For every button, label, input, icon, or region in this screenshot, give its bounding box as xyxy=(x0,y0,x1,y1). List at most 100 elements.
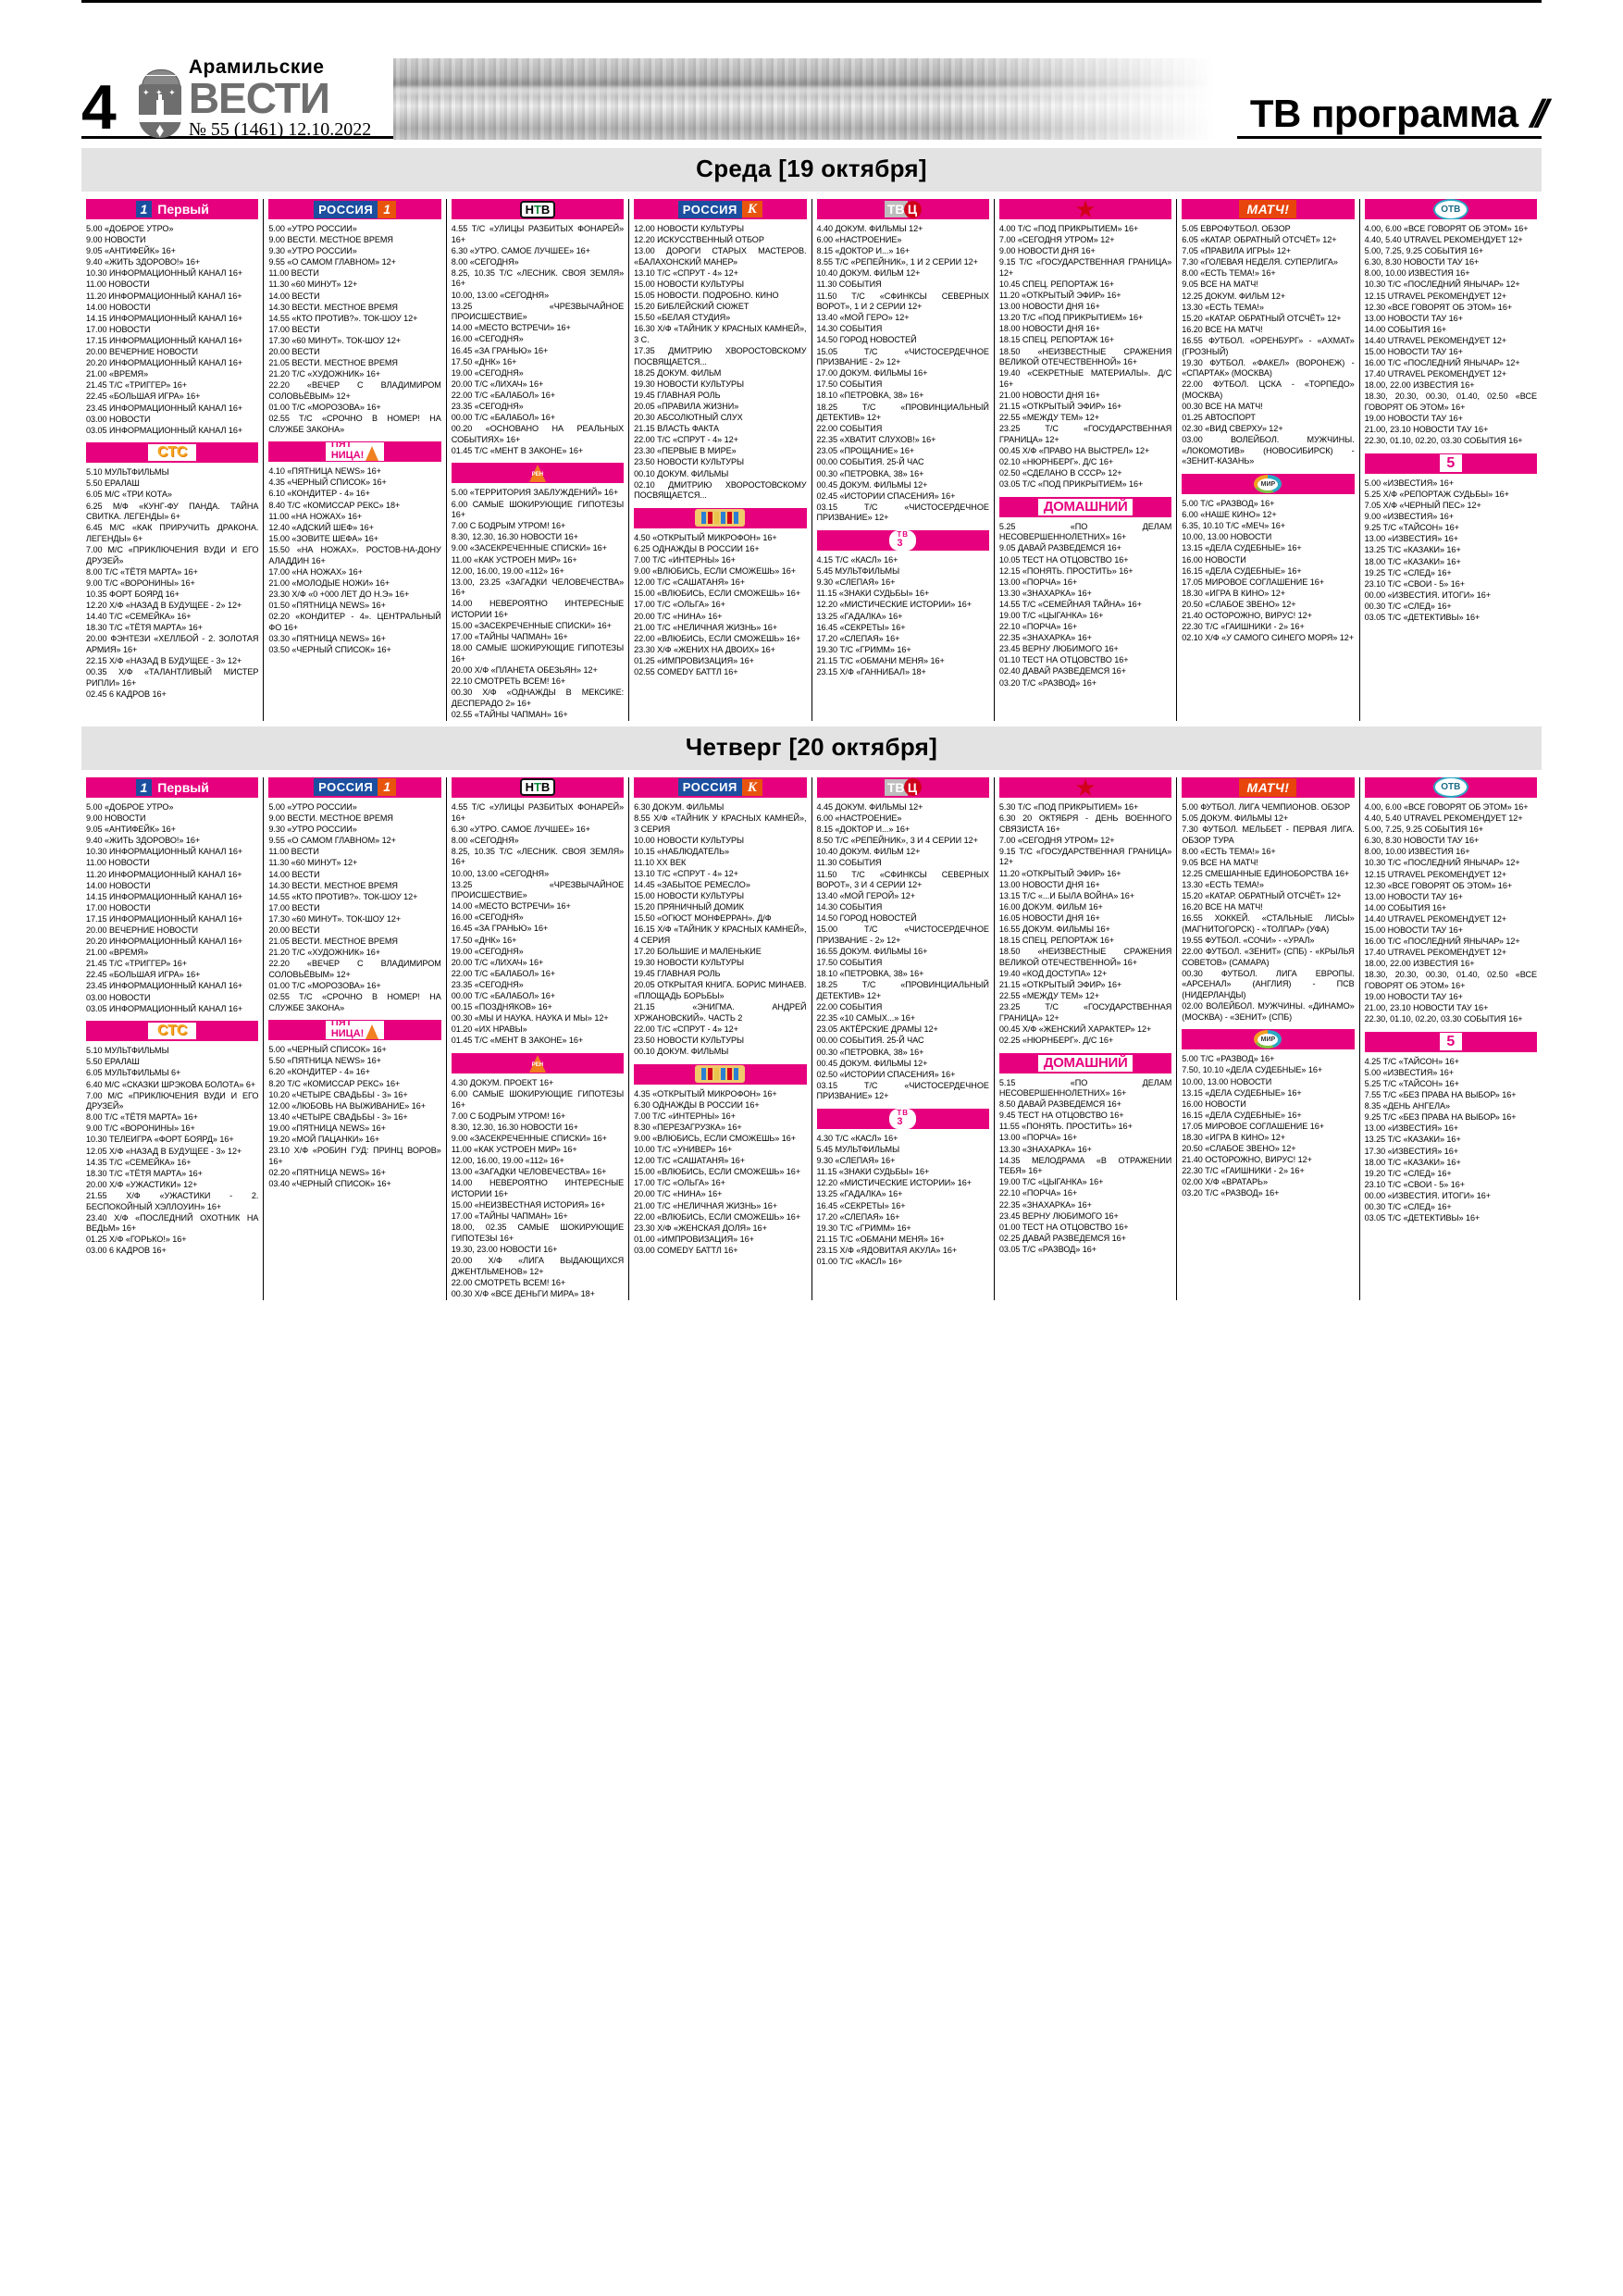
program-entry: 14.35 МЕЛОДРАМА «В ОТРАЖЕНИИ ТЕБЯ» 16+ xyxy=(998,1155,1172,1176)
program-entry: 17.00 «НА НОЖАХ» 16+ xyxy=(268,566,363,577)
program-entry: 12.20 «МИСТИЧЕСКИЕ ИСТОРИИ» 16+ xyxy=(816,600,973,610)
program-entry: 17.05 МИРОВОЕ СОГЛАШЕНИЕ 16+ xyxy=(1182,577,1325,587)
program-entry: 14.15 ИНФОРМАЦИОННЫЙ КАНАЛ 16+ xyxy=(86,891,243,901)
channel-logo-tv3: ТВ 3 xyxy=(816,1108,989,1129)
channel-logo-tv3: ТВ 3 xyxy=(816,530,989,552)
program-entry: 9.25 Т/С «БЕЗ ПРАВА НА ВЫБОР» 16+ xyxy=(1364,1112,1517,1123)
program-entry: 12.00 НОВОСТИ КУЛЬТУРЫ xyxy=(634,224,745,233)
channel-logo-ren xyxy=(451,463,625,484)
program-entry: 6.30 ОДНАЖДЫ В РОССИИ 16+ xyxy=(634,1099,760,1110)
program-entry: 18.25 Т/С «ПРОВИНЦИАЛЬНЫЙ ДЕТЕКТИВ» 12+ xyxy=(816,402,989,423)
program-entry: 5.00 «УТРО РОССИИ» xyxy=(268,224,357,233)
program-entry: 6.05 М/С «ТРИ КОТА» xyxy=(86,490,172,500)
program-entry: 6.30 «УТРО. САМОЕ ЛУЧШЕЕ» 16+ xyxy=(451,824,590,834)
program-entry: 01.00 Т/С «МОРОЗОВА» 16+ xyxy=(268,980,381,990)
program-entry: 6.10 «КОНДИТЕР - 4» 16+ xyxy=(268,489,370,499)
program-entry: 16.55 ФУТБОЛ. «ОРЕНБУРГ» - «АХМАТ» (ГРОЗ… xyxy=(1182,335,1355,356)
program-entry: 22.10 «ПОРЧА» 16+ xyxy=(998,622,1078,632)
schedule-grid-wednesday: 1 Первый 5.00 «ДОБРОЕ УТРО» 9.00 НОВОСТИ 9.… xyxy=(81,199,1542,721)
program-list-tv3: 4.15 Т/С «КАСЛ» 16+ 5.45 МУЛЬТФИЛЬМЫ 9.30 … xyxy=(817,555,989,678)
program-entry: 20.00 Т/С «НИНА» 16+ xyxy=(634,1189,723,1199)
program-list-tvc: 4.45 ДОКУМ. ФИЛЬМЫ 12+ 6.00 «НАСТРОЕНИЕ» 8… xyxy=(817,802,989,1102)
program-entry: 11.00 НОВОСТИ xyxy=(86,279,150,290)
program-entry: 20.00 Т/С «НИНА» 16+ xyxy=(634,611,723,621)
column-pervyi-sts: 1 Первый 5.00 «ДОБРОЕ УТРО» 9.00 НОВОСТИ 9.… xyxy=(81,199,265,721)
channel-name-pervyi: Первый xyxy=(157,202,209,217)
program-entry: 11.55 «ПОНЯТЬ. ПРОСТИТЬ» 16+ xyxy=(998,1122,1133,1132)
program-entry: 01.00 Т/С «КАСЛ» 16+ xyxy=(816,1257,903,1266)
program-entry: 12.20 Х/Ф «НАЗАД В БУДУЩЕЕ - 2» 12+ xyxy=(86,600,242,610)
program-entry: 13.00 «ИЗВЕСТИЯ» 16+ xyxy=(1364,534,1459,544)
program-entry: 12.20 «МИСТИЧЕСКИЕ ИСТОРИИ» 16+ xyxy=(816,1178,973,1188)
program-entry: 18.30 «ИГРА В КИНО» 12+ xyxy=(1182,588,1286,598)
column-zvezda-domashniy: ★ 4.00 Т/С «ПОД ПРИКРЫТИЕМ» 16+ 7.00 «СЕГ… xyxy=(995,199,1178,721)
program-entry: 19.20 Т/С «СЛЕД» 16+ xyxy=(1364,1168,1452,1178)
program-entry: 12.00 Т/С «САШАТАНЯ» 16+ xyxy=(634,1156,746,1166)
program-entry: 02.20 «ПЯТНИЦА NEWS» 16+ xyxy=(268,1167,386,1177)
program-entry: 9.05 ВСЕ НА МАТЧ! xyxy=(1182,279,1258,290)
program-entry: 01.20 «ИХ НРАВЫ» xyxy=(451,1024,527,1035)
program-entry: 19.00 «СЕГОДНЯ» xyxy=(451,946,524,956)
program-entry: 17.00 ДОКУМ. ФИЛЬМЫ 16+ xyxy=(816,368,928,379)
column-russia1-pyatnica: РОССИЯ 1 5.00 «УТРО РОССИИ» 9.00 ВЕСТИ. МЕ… xyxy=(264,199,447,721)
program-entry: 14.30 ВЕСТИ. МЕСТНОЕ ВРЕМЯ xyxy=(268,880,398,890)
program-entry: 8.15 «ДОКТОР И...» 16+ xyxy=(816,246,911,256)
program-entry: 13.30 «ЕСТЬ ТЕМА!» xyxy=(1182,302,1264,312)
program-entry: 4.40, 5.40 UTRAVEL РЕКОМЕНДУЕТ 12+ xyxy=(1364,235,1523,245)
channel-logo-tvc: ТВ Ц xyxy=(816,199,989,219)
program-entry: 19.20 «МОЙ ПАЦАНКИ» 16+ xyxy=(268,1134,380,1144)
program-entry: 18.10 «ПЕТРОВКА, 38» 16+ xyxy=(816,969,924,979)
program-entry: 02.10 Х/Ф «У САМОГО СИНЕГО МОРЯ» 12+ xyxy=(1182,633,1355,643)
program-entry: 9.40 «ЖИТЬ ЗДОРОВО!» 16+ xyxy=(86,836,201,846)
program-entry: 18.25 Т/С «ПРОВИНЦИАЛЬНЫЙ ДЕТЕКТИВ» 12+ xyxy=(816,980,989,1001)
program-entry: 00.45 ДОКУМ. ФИЛЬМЫ 12+ xyxy=(816,479,928,490)
program-entry: 23.45 ВЕРНУ ЛЮБИМОГО 16+ xyxy=(998,1210,1119,1221)
program-entry: 4.10 «ПЯТНИЦА NEWS» 16+ xyxy=(268,466,381,477)
program-entry: 23.30 Х/Ф «ЖЕНСКАЯ ДОЛЯ» 16+ xyxy=(634,1222,767,1233)
program-entry: 5.00, 7.25, 9.25 СОБЫТИЯ 16+ xyxy=(1364,246,1484,256)
program-entry: 20.20 ИНФОРМАЦИОННЫЙ КАНАЛ 16+ xyxy=(86,358,243,368)
program-entry: 7.00 Т/С «ИНТЕРНЫ» 16+ xyxy=(634,555,736,565)
program-list-russiak: 6.30 ДОКУМ. ФИЛЬМЫ 8.55 Х/Ф «ТАЙНИК У КРА… xyxy=(634,802,806,1058)
program-entry: 03.20 Т/С «РАЗВОД» 16+ xyxy=(998,677,1097,688)
program-entry: 20.05 ОТКРЫТАЯ КНИГА. БОРИС МИНАЕВ. «ПЛО… xyxy=(634,980,807,1001)
program-entry: 9.00 НОВОСТИ xyxy=(86,235,146,245)
program-entry: 7.00 Т/С «ИНТЕРНЫ» 16+ xyxy=(634,1111,736,1121)
issue-line: № 55 (1461) 12.10.2022 xyxy=(188,119,372,140)
program-entry: 12.05 Х/Ф «НАЗАД В БУДУЩЕЕ - 3» 12+ xyxy=(86,1146,242,1156)
program-entry: 18.30 «ИГРА В КИНО» 12+ xyxy=(1182,1132,1286,1142)
program-entry: 9.00 Т/С «ВОРОНИНЫ» 16+ xyxy=(86,1123,195,1134)
program-entry: 22.00 Т/С «СПРУТ - 4» 12+ xyxy=(634,1024,738,1034)
channel-name-mir: МИР xyxy=(1258,1033,1279,1046)
channel-name-pervyi: Первый xyxy=(157,779,209,795)
program-entry: 6.05 МУЛЬТФИЛЬМЫ 6+ xyxy=(86,1068,181,1078)
program-entry: 02.25 ДАВАЙ РАЗВЕДЕМСЯ 16+ xyxy=(998,1233,1126,1243)
program-entry: 14.45 «ЗАБЫТОЕ РЕМЕСЛО» xyxy=(634,880,750,890)
channel-logo-pervyi: 1 Первый xyxy=(86,776,259,798)
program-entry: 10.40 ДОКУМ. ФИЛЬМ 12+ xyxy=(816,847,921,857)
program-entry: 00.30 «ПЕТРОВКА, 38» 16+ xyxy=(816,1047,924,1057)
program-entry: 8.50 Т/С «РЕПЕЙНИК», 3 И 4 СЕРИИ 12+ xyxy=(816,836,978,846)
program-entry: 15.00 НОВОСТИ КУЛЬТУРЫ xyxy=(634,279,745,289)
channel-logo-sts: СТС xyxy=(86,442,259,464)
program-entry: 01.25 Х/Ф «ГОРЬКО!» 16+ xyxy=(86,1235,187,1245)
program-entry: 01.25 АВТОСПОРТ xyxy=(1182,413,1256,423)
program-entry: 03.05 ИНФОРМАЦИОННЫЙ КАНАЛ 16+ xyxy=(86,1003,243,1013)
program-entry: 01.25 «ИМПРОВИЗАЦИЯ» 16+ xyxy=(634,655,754,665)
column-tvc-tv3-thu: ТВ Ц 4.45 ДОКУМ. ФИЛЬМЫ 12+ 6.00 «НАСТРОЕН… xyxy=(812,776,995,1300)
program-entry: 13.00 НОВОСТИ ТАУ 16+ xyxy=(1364,891,1463,901)
program-entry: 00.10 ДОКУМ. ФИЛЬМЫ xyxy=(634,1047,729,1056)
program-entry: 17.50 «ДНК» 16+ xyxy=(451,935,517,945)
program-entry: 21.15 Т/С «ОБМАНИ МЕНЯ» 16+ xyxy=(816,1234,945,1244)
program-entry: 01.00 «ИМПРОВИЗАЦИЯ» 16+ xyxy=(634,1234,754,1244)
program-entry: 15.00 НОВОСТИ ТАУ 16+ xyxy=(1364,347,1463,357)
program-entry: 10.30 Т/С «ПОСЛЕДНИЙ ЯНЫЧАР» 12+ xyxy=(1364,279,1520,290)
program-entry: 22.00 СМОТРЕТЬ ВСЕМ! 16+ xyxy=(451,1277,566,1287)
column-tvc-tv3: ТВ Ц 4.40 ДОКУМ. ФИЛЬМЫ 12+ 6.00 «НАСТРОЕН… xyxy=(812,199,995,721)
program-list-zvezda: 5.30 Т/С «ПОД ПРИКРЫТИЕМ» 16+ 6.30 20 ОКТ… xyxy=(999,802,1171,1047)
program-list-otv: 4.00, 6.00 «ВСЕ ГОВОРЯТ ОБ ЭТОМ» 16+ 4.40… xyxy=(1365,802,1537,1025)
program-entry: 21.00 НОВОСТИ ДНЯ 16+ xyxy=(998,390,1100,400)
program-entry: 5.00 «ИЗВЕСТИЯ» 16+ xyxy=(1364,1067,1455,1077)
program-entry: 17.00 Т/С «ОЛЬГА» 16+ xyxy=(634,1178,725,1188)
program-entry: 13.15 «ДЕЛА СУДЕБНЫЕ» 16+ xyxy=(1182,543,1302,553)
